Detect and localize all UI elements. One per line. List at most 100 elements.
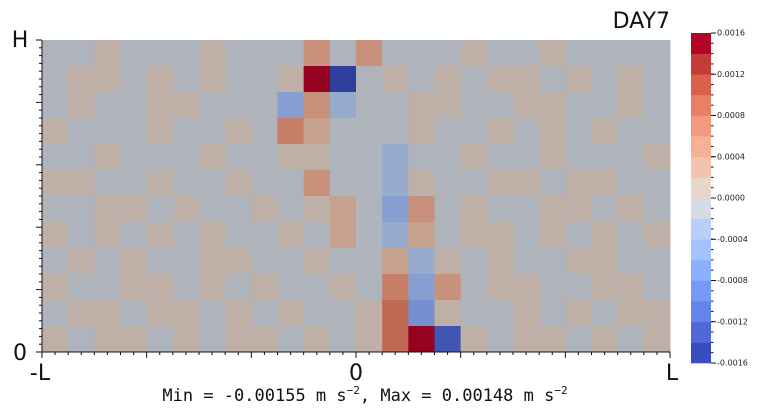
cell xyxy=(565,170,592,197)
cell xyxy=(251,300,278,327)
cell xyxy=(356,144,383,171)
cell xyxy=(199,222,226,249)
colorbar-tick-label: -0.0008 xyxy=(717,276,748,285)
cell xyxy=(94,222,121,249)
colorbar-band xyxy=(691,74,711,96)
cell xyxy=(539,326,566,353)
cell xyxy=(251,66,278,93)
cell xyxy=(329,144,357,171)
cell xyxy=(408,40,435,67)
cell xyxy=(513,300,540,327)
cell xyxy=(408,196,435,223)
cell xyxy=(172,40,200,67)
cell xyxy=(94,170,121,197)
cell xyxy=(356,66,383,93)
cell xyxy=(94,40,121,67)
cell xyxy=(303,144,331,171)
cell xyxy=(513,66,540,93)
cell xyxy=(486,92,514,119)
cell xyxy=(94,144,121,171)
cell xyxy=(225,326,252,353)
cell xyxy=(146,144,174,171)
cell xyxy=(617,118,645,145)
cell xyxy=(172,118,200,145)
cell xyxy=(617,300,645,327)
cell xyxy=(591,92,619,119)
cell xyxy=(513,92,540,119)
cell xyxy=(225,222,252,249)
cell xyxy=(565,118,592,145)
cell xyxy=(434,92,462,119)
cell xyxy=(617,196,645,223)
cell xyxy=(277,40,305,67)
colorbar-tick-label: 0.0004 xyxy=(717,152,745,161)
cell xyxy=(172,144,200,171)
cell xyxy=(277,274,305,301)
cell xyxy=(146,196,174,223)
cell xyxy=(225,118,252,145)
cell xyxy=(382,300,409,327)
cell xyxy=(199,196,226,223)
cell xyxy=(434,196,462,223)
cell xyxy=(434,300,462,327)
cell xyxy=(434,40,462,67)
cell xyxy=(408,222,435,249)
cell xyxy=(146,326,174,353)
cell xyxy=(565,66,592,93)
cell xyxy=(303,222,331,249)
cell xyxy=(486,118,514,145)
cell xyxy=(225,92,252,119)
cell xyxy=(617,274,645,301)
cell xyxy=(356,196,383,223)
cell xyxy=(42,248,69,275)
colorbar-band xyxy=(691,239,711,261)
cell xyxy=(120,196,148,223)
cell xyxy=(643,300,671,327)
cell xyxy=(329,248,357,275)
cell xyxy=(251,92,278,119)
cell xyxy=(68,170,95,197)
cell xyxy=(382,144,409,171)
cell xyxy=(539,222,566,249)
cell xyxy=(539,196,566,223)
cell xyxy=(382,196,409,223)
cell xyxy=(643,40,671,67)
cell xyxy=(382,326,409,353)
cell xyxy=(199,326,226,353)
cell xyxy=(382,170,409,197)
cell xyxy=(513,196,540,223)
cell xyxy=(643,92,671,119)
cell xyxy=(42,326,69,353)
cell xyxy=(539,170,566,197)
cell xyxy=(303,170,331,197)
cell xyxy=(408,248,435,275)
cell xyxy=(434,66,462,93)
colorbar-band xyxy=(691,301,711,323)
cell xyxy=(356,118,383,145)
cell xyxy=(591,222,619,249)
colorbar-band xyxy=(691,218,711,240)
cell xyxy=(225,40,252,67)
cell xyxy=(408,274,435,301)
cell xyxy=(120,248,148,275)
cell xyxy=(591,300,619,327)
cell xyxy=(460,300,488,327)
cell xyxy=(408,118,435,145)
cell xyxy=(94,326,121,353)
cell xyxy=(539,248,566,275)
cell xyxy=(225,274,252,301)
cell xyxy=(539,144,566,171)
cell xyxy=(460,118,488,145)
cell xyxy=(356,326,383,353)
x-label: L xyxy=(666,361,679,386)
cell xyxy=(486,144,514,171)
cell xyxy=(434,144,462,171)
colorbar-tick-label: 0.0000 xyxy=(717,194,745,203)
cell xyxy=(329,66,357,93)
cell xyxy=(617,92,645,119)
cell xyxy=(172,196,200,223)
cell xyxy=(225,66,252,93)
cell xyxy=(460,222,488,249)
cell xyxy=(460,170,488,197)
cell xyxy=(277,144,305,171)
